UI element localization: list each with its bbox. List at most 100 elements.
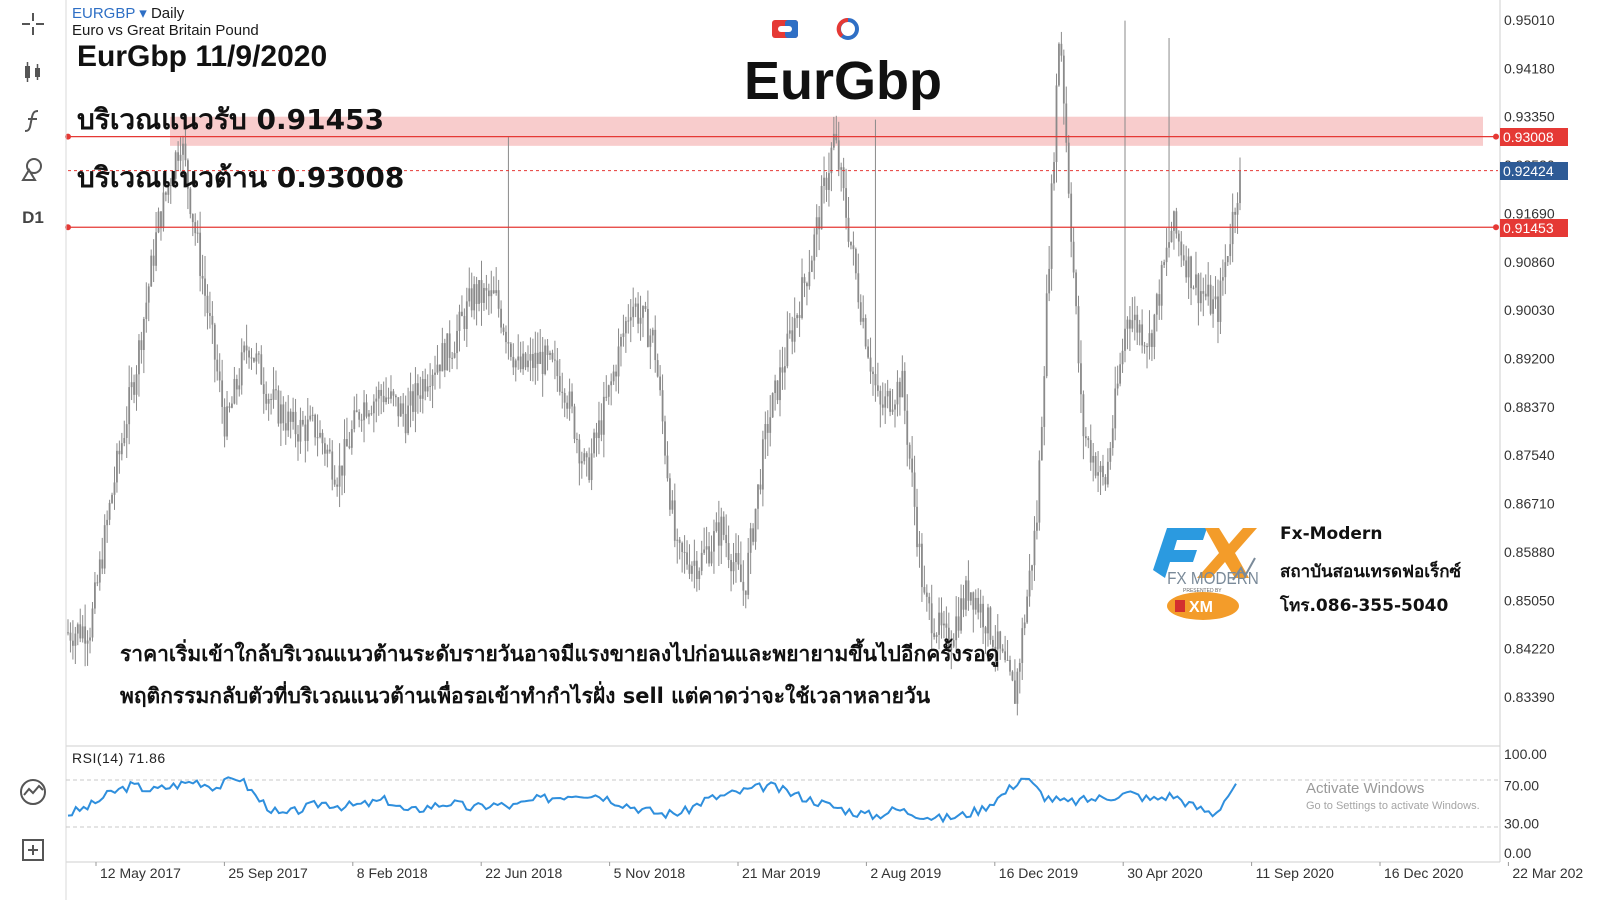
candle-body (133, 382, 135, 395)
candle-body (617, 346, 620, 377)
candle-body (984, 627, 987, 634)
candle-body (717, 522, 720, 546)
candle-body (1221, 277, 1224, 281)
candle-body (1187, 256, 1190, 278)
indicators-icon[interactable] (13, 772, 53, 812)
candle-body (901, 370, 904, 398)
candle-body (862, 318, 865, 322)
candle-body (1128, 319, 1131, 329)
candle-body (272, 389, 275, 400)
candle-body (935, 634, 938, 637)
candle-body (522, 353, 524, 370)
candle-body (916, 506, 918, 548)
candle-body (380, 389, 383, 396)
candle-body (1045, 293, 1048, 377)
resistance-annotation: บริเวณแนวต้าน 0.93008 (77, 161, 405, 194)
timeframe-button[interactable]: D1 (22, 208, 44, 227)
candle-body (301, 419, 304, 425)
candle-body (375, 398, 378, 402)
candle-body (370, 413, 373, 415)
candle-body (490, 290, 493, 297)
candle-body (399, 403, 402, 417)
candle-body (89, 637, 91, 641)
candle-body (590, 453, 593, 481)
candle-body (1058, 43, 1060, 86)
svg-text:XM: XM (1189, 599, 1213, 616)
time-tick-label: 12 May 2017 (100, 865, 181, 881)
sync-icon[interactable] (836, 18, 859, 40)
candle-body (556, 360, 559, 377)
candle-body (402, 403, 405, 414)
candle-body (120, 443, 123, 455)
candle-body (1133, 314, 1136, 321)
candle-body (505, 331, 507, 343)
candle-body (1121, 350, 1124, 365)
svg-text:0.92424: 0.92424 (1503, 163, 1554, 179)
analysis-comment-line1: ราคาเริ่มเข้าใกล้บริเวณแนวต้านระดับรายวั… (120, 642, 1000, 666)
candle-body (507, 342, 510, 344)
link-icon[interactable] (772, 20, 798, 38)
symbol-header[interactable]: EURGBP ▾ Daily (72, 4, 184, 22)
candle-body (747, 552, 750, 595)
rsi-axis: 100.00 70.00 30.00 0.00 (1504, 746, 1547, 861)
time-axis[interactable]: 12 May 2017 25 Sep 2017 8 Feb 2018 22 Jun 2… (95, 862, 1583, 881)
candle-body (446, 333, 449, 371)
shapes-icon[interactable] (13, 150, 53, 190)
candle-body (86, 640, 89, 644)
candle-body (967, 580, 970, 601)
candle-body (257, 353, 260, 355)
symbol-name[interactable]: EURGBP (72, 5, 136, 22)
candle-body (646, 308, 649, 347)
candle-body (1136, 314, 1139, 333)
candle-body (766, 424, 769, 433)
candle-body (627, 320, 630, 322)
candle-body (925, 592, 928, 597)
candle-body (463, 315, 466, 330)
candle-body (270, 398, 272, 400)
candle-body (595, 432, 598, 439)
candle-body (211, 315, 214, 325)
candle-body (764, 424, 767, 440)
candle-body (147, 286, 150, 303)
candle-body (832, 133, 835, 148)
candle-body (1138, 324, 1141, 333)
candle-body (947, 627, 950, 651)
candle-body (566, 402, 569, 409)
candle-body (1153, 314, 1156, 347)
price-axis[interactable]: 0.950100.941800.933500.925200.916900.908… (1504, 12, 1555, 705)
candle-body (742, 581, 745, 591)
candle-body (116, 450, 118, 483)
function-icon[interactable] (13, 100, 53, 140)
candle-body (1089, 440, 1092, 463)
candle-body (1116, 383, 1119, 389)
candle-body (664, 421, 666, 456)
candle-body (874, 374, 877, 386)
candle-body (952, 640, 955, 647)
candle-body (527, 360, 529, 368)
candle-body (693, 560, 696, 566)
candle-body (426, 386, 429, 392)
resistance-handle-right[interactable] (1493, 133, 1499, 140)
candlestick-icon[interactable] (13, 52, 53, 92)
candle-body (845, 188, 847, 218)
crosshair-icon[interactable] (13, 4, 53, 44)
price-tick-label: 0.84220 (1504, 641, 1555, 657)
support-handle-right[interactable] (1493, 224, 1499, 231)
add-window-icon[interactable] (13, 830, 53, 870)
symbol-dropdown-icon[interactable]: ▾ (139, 5, 147, 22)
candle-body (749, 528, 752, 553)
candle-body (514, 360, 517, 368)
candle-body (972, 592, 975, 610)
candle-body (1109, 447, 1112, 462)
candle-body (869, 357, 872, 372)
candle-body (1075, 272, 1077, 307)
candle-body (629, 317, 632, 321)
candle-body (994, 646, 997, 650)
fx-modern-logo: FX MODERN PRESENTED BY XM (1145, 520, 1260, 630)
candle-body (737, 553, 740, 565)
candle-body (1173, 211, 1175, 231)
rsi-label[interactable]: RSI(14) 71.86 (72, 750, 166, 766)
candle-body (769, 417, 772, 433)
candle-body (918, 543, 921, 548)
